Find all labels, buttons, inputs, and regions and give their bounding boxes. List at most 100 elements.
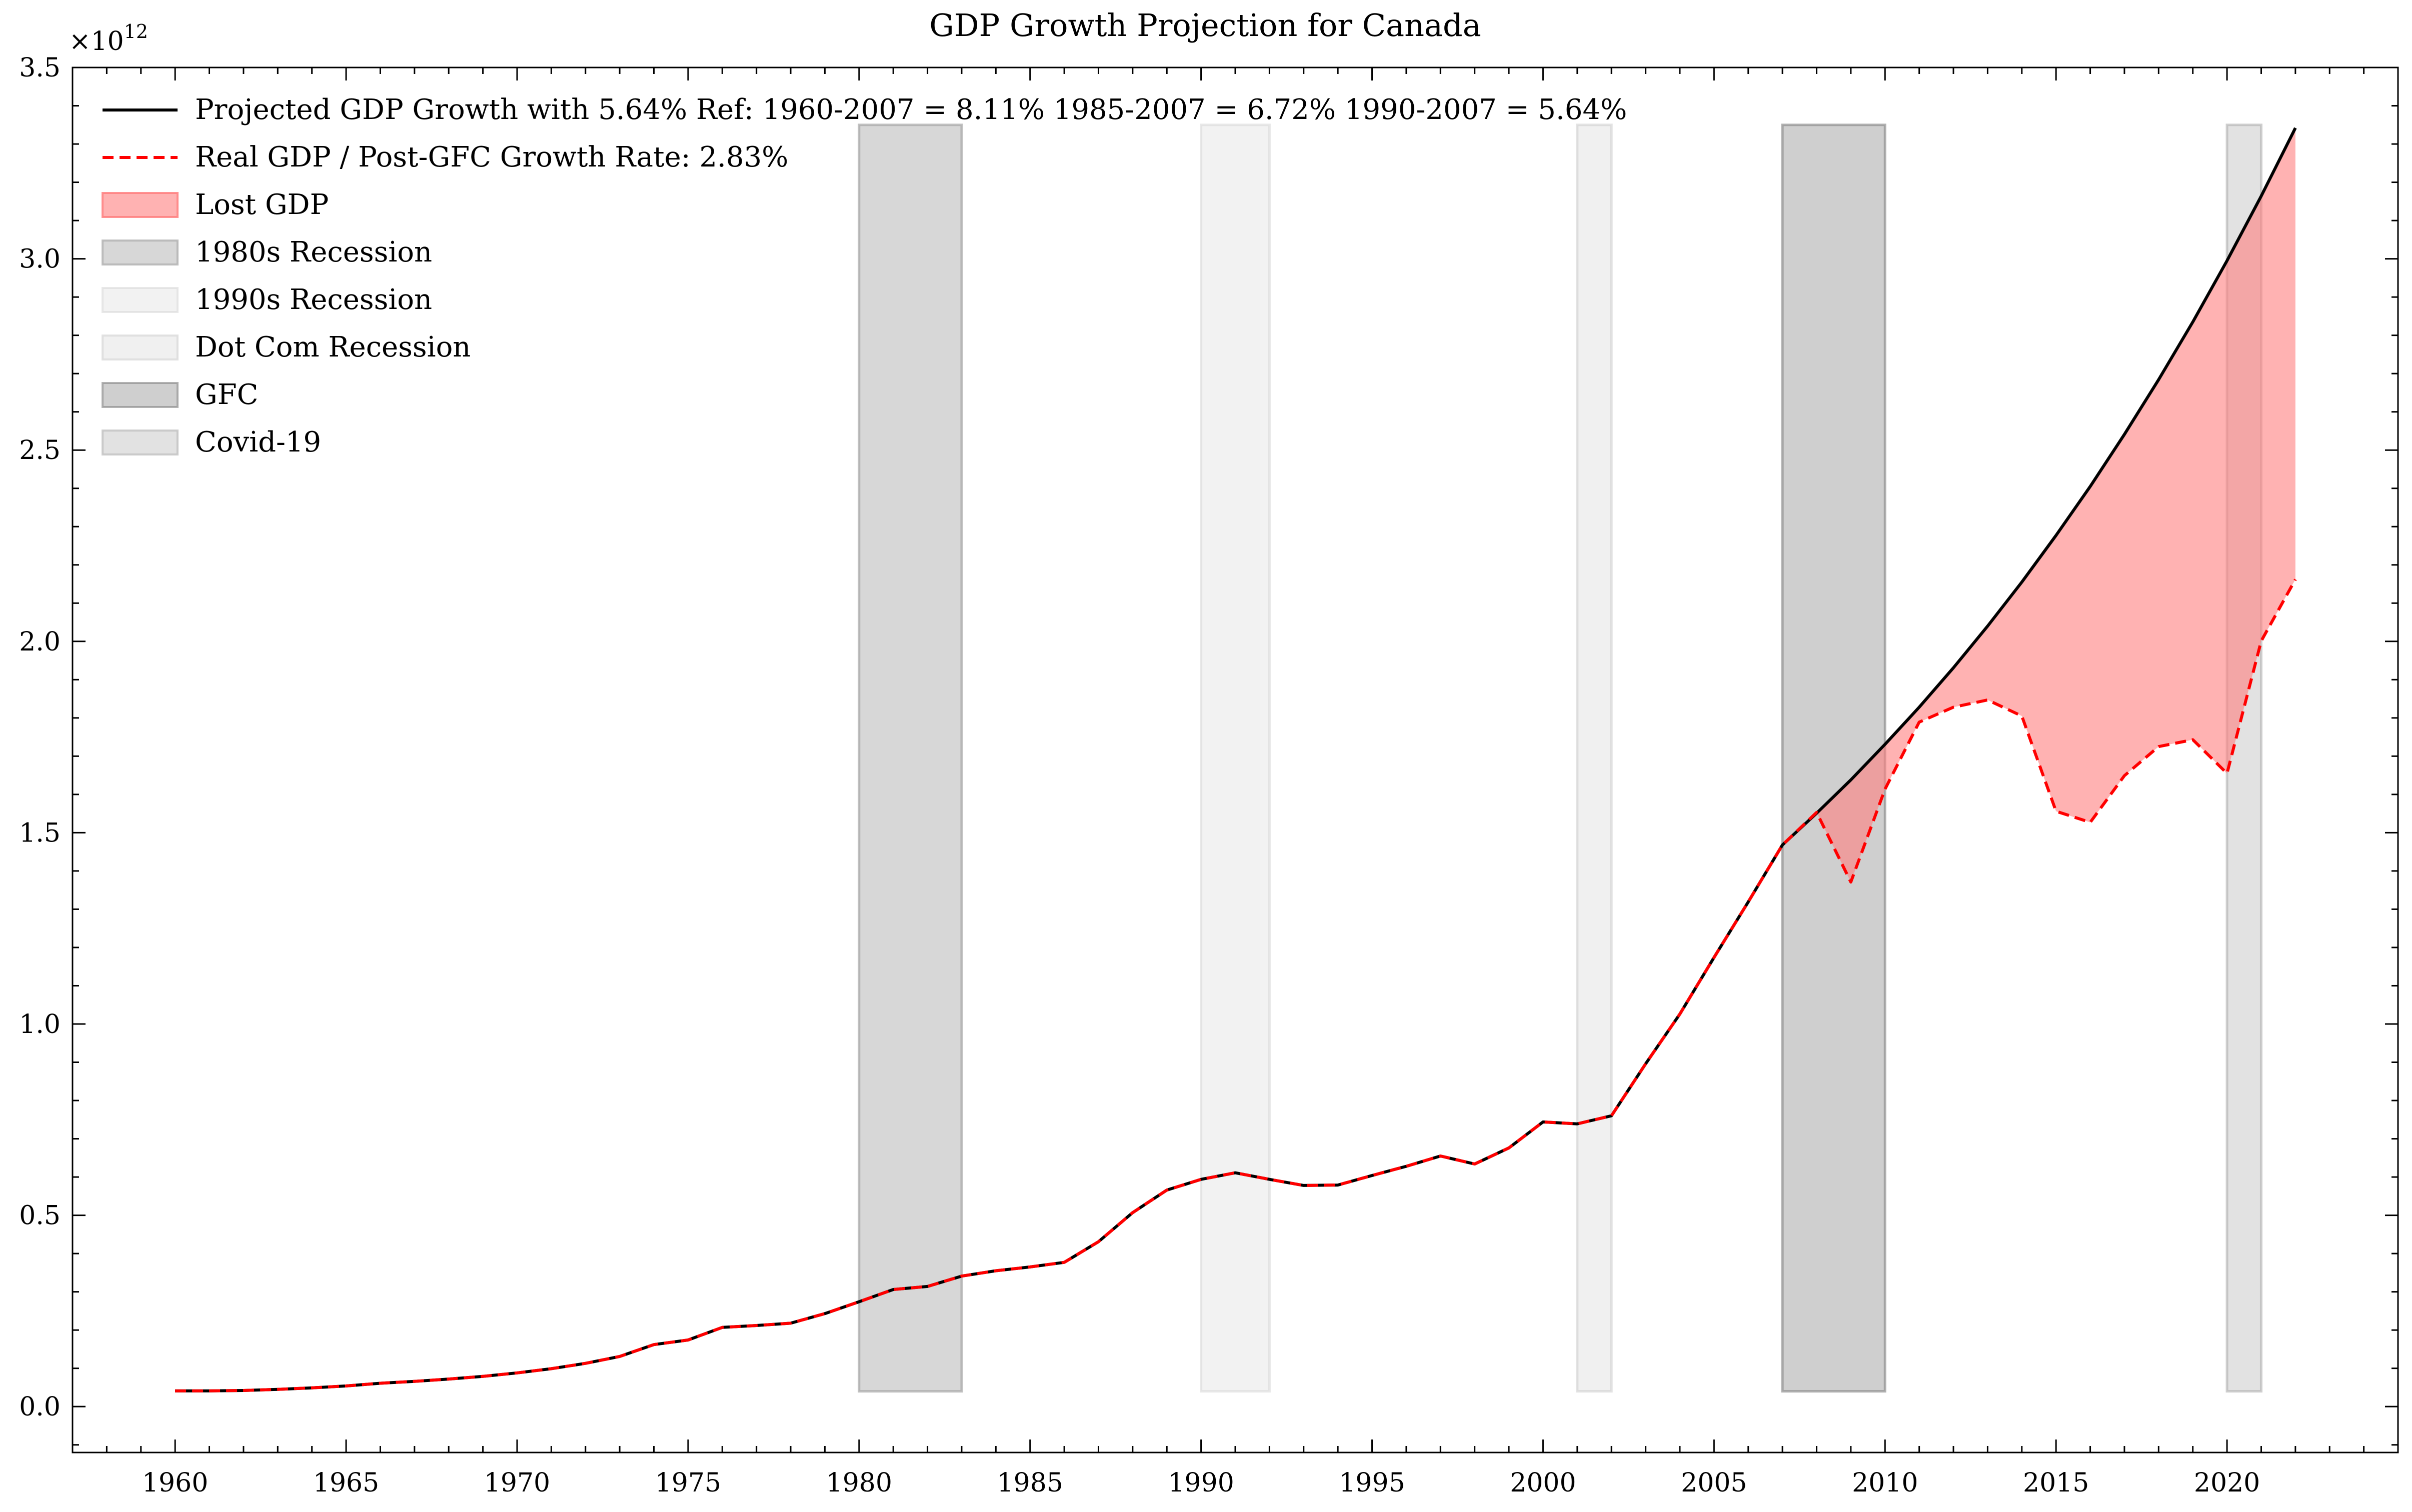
y-tick-label: 1.0 [19, 1010, 61, 1040]
legend-entry-recession-1-label: 1990s Recession [195, 284, 432, 316]
data-point-1-1998 [1474, 1164, 1475, 1165]
data-point-1-2007 [1782, 844, 1783, 846]
y-tick-label: 0.5 [19, 1201, 61, 1231]
data-point-1-1976 [722, 1326, 723, 1328]
data-point-1-1995 [1371, 1175, 1373, 1176]
data-point-1-2001 [1576, 1123, 1578, 1124]
data-point-1-1980 [858, 1301, 860, 1302]
x-tick-label: 1975 [655, 1468, 721, 1498]
data-point-1-2021 [2260, 640, 2262, 642]
x-tick-label: 2020 [2194, 1468, 2260, 1498]
data-point-1-1979 [824, 1313, 826, 1314]
data-point-1-1994 [1337, 1184, 1339, 1186]
data-point-1-1961 [209, 1390, 210, 1392]
legend-entry-recession-0-swatch [102, 240, 179, 266]
data-point-1-1983 [961, 1276, 962, 1277]
x-tick-label: 1960 [142, 1468, 208, 1498]
data-point-1-2013 [1987, 699, 1988, 700]
series-line-0 [175, 127, 2297, 1392]
data-point-1-1978 [790, 1322, 792, 1324]
x-tick-label: 2005 [1681, 1468, 1747, 1498]
legend-entry-projected-label: Projected GDP Growth with 5.64% Ref: 196… [195, 94, 1627, 126]
data-point-1-2015 [2055, 810, 2057, 812]
x-axis: 1960 1965 1970 1975 1980 1985 1990 1995 2000 2005… [106, 68, 2365, 1498]
data-point-1-2020 [2226, 772, 2228, 774]
data-point-1-1985 [1029, 1266, 1031, 1268]
y-axis: 0.0 0.5 1.0 1.5 2.0 2.5 3.0 3.5 [19, 53, 2398, 1446]
data-point-1-1990 [1200, 1178, 1202, 1180]
legend-entry-real-label: Real GDP / Post-GFC Growth Rate: 2.83% [195, 141, 788, 174]
data-point-1-1981 [893, 1289, 894, 1290]
data-point-1-2002 [1611, 1115, 1612, 1116]
data-point-1-1987 [1098, 1241, 1099, 1242]
y-scale-label: ×1012 [69, 20, 148, 56]
data-point-1-1975 [687, 1340, 689, 1341]
data-point-1-1967 [414, 1380, 415, 1382]
legend-entry-recession-3-label: GFC [195, 378, 258, 411]
data-point-1-1992 [1269, 1178, 1270, 1180]
data-point-0-2022 [2294, 127, 2296, 128]
data-point-1-2011 [1918, 722, 1920, 723]
y-scale-exponent: 12 [124, 20, 148, 42]
data-point-1-1988 [1132, 1212, 1133, 1214]
data-point-0-2020 [2226, 260, 2228, 262]
x-tick-label: 2000 [1510, 1468, 1576, 1498]
recession-bands [858, 124, 2262, 1393]
y-scale-base: ×10 [69, 26, 124, 56]
recession-band-3 [1781, 124, 1886, 1393]
x-tick-label: 1980 [826, 1468, 892, 1498]
data-point-1-2008 [1816, 812, 1817, 813]
x-tick-label: 2015 [2023, 1468, 2089, 1498]
data-point-0-2016 [2089, 486, 2091, 487]
data-point-0-2010 [1884, 744, 1886, 745]
x-tick-label: 1990 [1168, 1468, 1234, 1498]
data-point-1-1986 [1064, 1262, 1065, 1263]
y-tick-label: 3.5 [19, 53, 61, 83]
data-point-1-1963 [277, 1388, 279, 1390]
legend-entry-lost-gdp-label: Lost GDP [195, 188, 329, 221]
data-point-0-2011 [1918, 706, 1920, 708]
data-point-1-1965 [346, 1385, 347, 1386]
data-point-1-1996 [1405, 1166, 1407, 1167]
recession-band-1 [1200, 124, 1271, 1393]
data-point-0-2019 [2192, 321, 2193, 322]
data-point-1-1984 [995, 1270, 997, 1272]
recession-band-2 [1576, 124, 1613, 1393]
x-tick-label: 2010 [1852, 1468, 1918, 1498]
legend-entry-recession-4-label: Covid-19 [195, 426, 321, 458]
data-point-0-2012 [1953, 667, 1954, 668]
chart-title: GDP Growth Projection for Canada [929, 7, 1481, 44]
y-tick-label: 2.5 [19, 436, 61, 466]
x-tick-label: 1965 [313, 1468, 379, 1498]
legend-entry-recession-2-swatch [102, 334, 179, 360]
data-point-1-2003 [1645, 1063, 1646, 1064]
data-point-1-2012 [1953, 706, 1954, 708]
legend-entry-recession-0-label: 1980s Recession [195, 236, 432, 268]
data-point-0-2017 [2123, 434, 2125, 435]
data-point-1-2018 [2158, 746, 2159, 748]
y-tick-label: 1.5 [19, 818, 61, 848]
data-point-1-1977 [756, 1324, 757, 1326]
data-point-1-1974 [653, 1344, 655, 1346]
legend: Projected GDP Growth with 5.64% Ref: 196… [102, 94, 1627, 458]
data-point-0-2018 [2158, 379, 2159, 380]
x-tick-label: 1985 [997, 1468, 1063, 1498]
data-point-1-1997 [1440, 1155, 1441, 1156]
data-point-1-2014 [2021, 716, 2022, 717]
legend-entry-recession-2-label: Dot Com Recession [195, 331, 471, 364]
x-tick-label: 1995 [1339, 1468, 1405, 1498]
y-tick-label: 3.0 [19, 244, 61, 274]
y-tick-label: 0.0 [19, 1392, 61, 1422]
data-point-1-2005 [1713, 956, 1715, 958]
data-point-0-2015 [2055, 534, 2057, 536]
data-point-0-2013 [1987, 626, 1988, 627]
data-point-1-2022 [2294, 578, 2296, 580]
legend-entry-recession-4-swatch [102, 430, 179, 456]
recession-band-0 [858, 124, 963, 1393]
data-point-1-2019 [2192, 739, 2193, 740]
data-point-1-2017 [2123, 775, 2125, 776]
data-point-1-1991 [1235, 1172, 1236, 1174]
data-point-1-1962 [243, 1390, 244, 1392]
data-point-1-1972 [585, 1362, 586, 1364]
